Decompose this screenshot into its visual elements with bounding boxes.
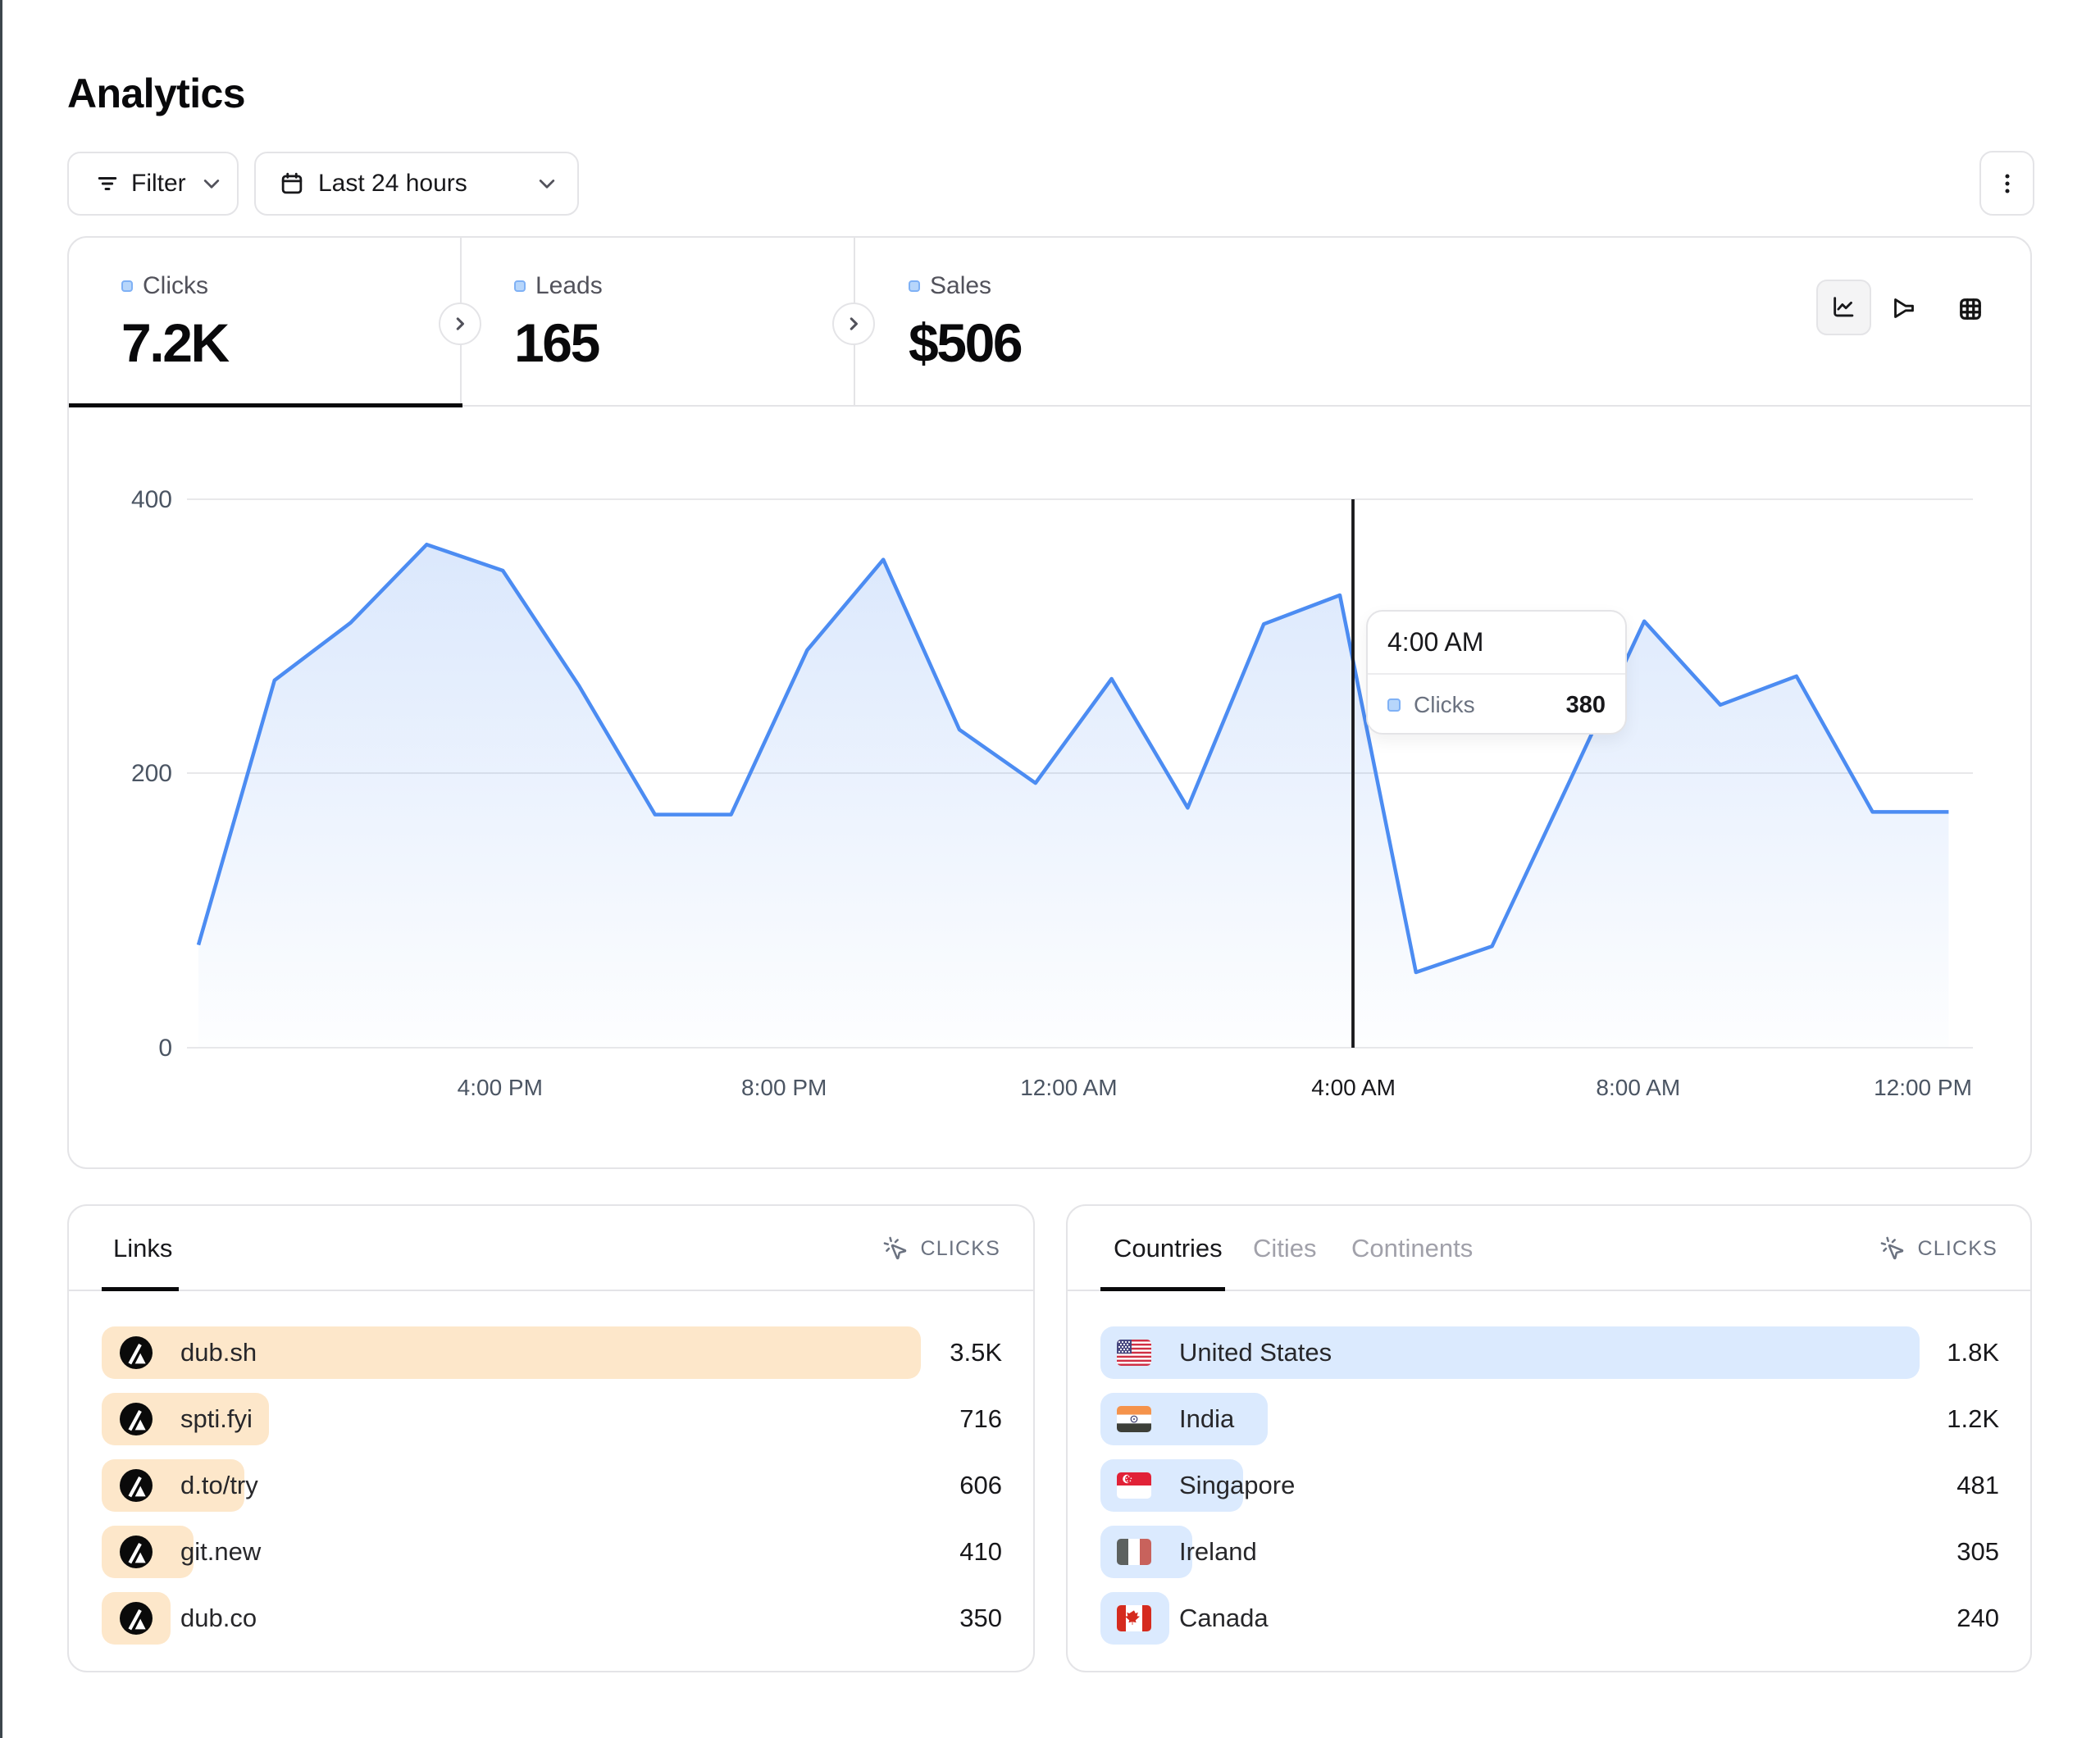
svg-text:0: 0 — [158, 1035, 172, 1062]
svg-text:8:00 PM: 8:00 PM — [741, 1075, 827, 1100]
svg-text:8:00 AM: 8:00 AM — [1596, 1075, 1680, 1100]
svg-text:200: 200 — [131, 760, 172, 787]
svg-text:12:00 PM: 12:00 PM — [1874, 1075, 1972, 1100]
svg-text:12:00 AM: 12:00 AM — [1020, 1075, 1117, 1100]
svg-text:4:00 PM: 4:00 PM — [458, 1075, 543, 1100]
svg-text:4:00 AM: 4:00 AM — [1311, 1075, 1396, 1100]
svg-text:400: 400 — [131, 486, 172, 513]
